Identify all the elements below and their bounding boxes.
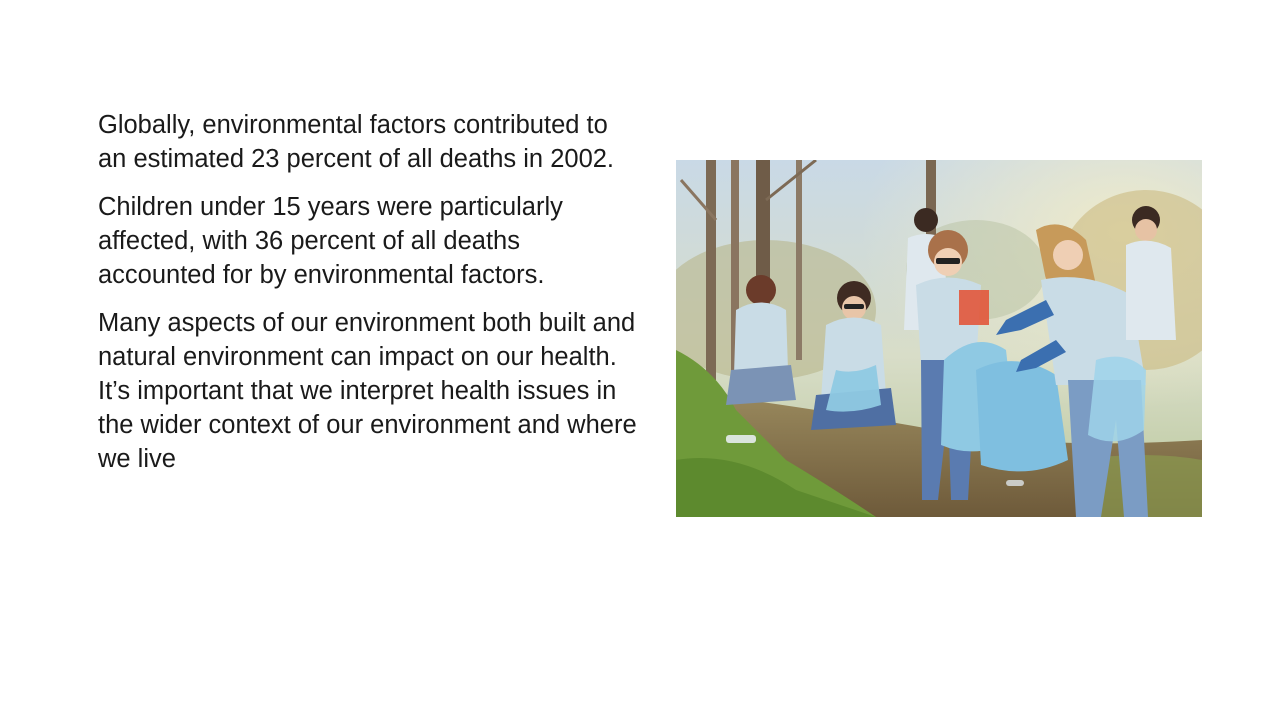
volunteers-cleanup-photo bbox=[676, 160, 1202, 517]
paragraph-children-deaths: Children under 15 years were particularl… bbox=[98, 193, 563, 289]
slide-body-text: Globally, environmental factors contribu… bbox=[98, 108, 643, 490]
paragraph-environment-health: Many aspects of our environment both bui… bbox=[98, 309, 637, 473]
paragraph-global-deaths: Globally, environmental factors contribu… bbox=[98, 111, 615, 173]
